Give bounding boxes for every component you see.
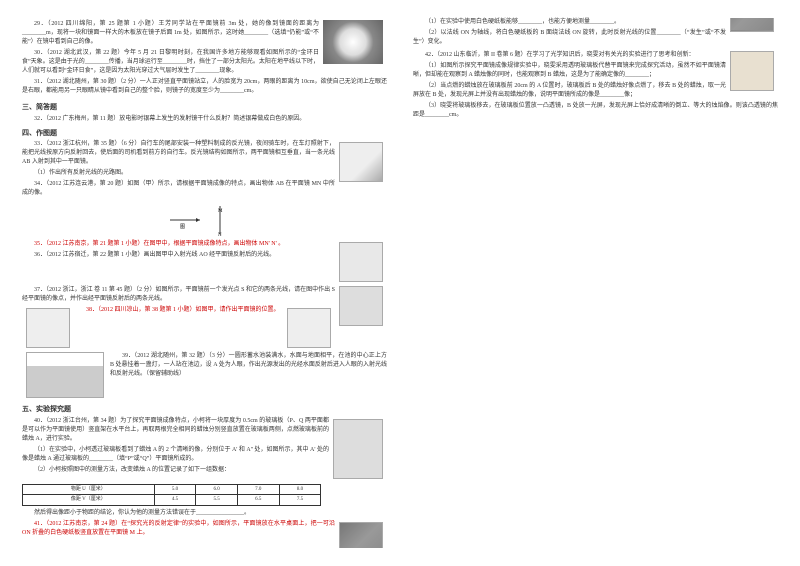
q42c-text: （3）晓雯将玻璃板移去，在玻璃板位置放一凸透镜，B 处放一光屏，发现光屏上恰好成… <box>413 102 778 120</box>
q35-text: 35．（2012 江苏南京，第 21 题第 1 小题）在图甲中，根据平面镜成像特… <box>22 240 387 249</box>
q31-text: 31．（2012 湖北随州，第 30 题）（2 分）一人正对竖直平面镜站立，人的… <box>22 78 387 96</box>
td-u4: 8.0 <box>279 484 321 495</box>
q35-red: 35．（2012 江苏南京，第 21 题第 1 小题）在图甲中，根据平面镜成像特… <box>34 241 284 247</box>
q40c-text: 然后得出像距小于物距的结论，你认为他的测量方法错误在于_____________… <box>22 509 387 518</box>
td-u3: 7.0 <box>237 484 279 495</box>
td-u1: 5.0 <box>154 484 196 495</box>
figure-q42 <box>730 51 774 91</box>
section-4-title: 四、作图题 <box>22 128 387 139</box>
q33a-text: （1）作出所有反射光线的光路图。 <box>22 169 387 178</box>
q38-text: 38．（2012 四川凉山，第 38 题第 1 小题）如图甲，请作出平面镜的位置… <box>22 306 387 315</box>
td-u2: 6.0 <box>196 484 238 495</box>
td-v3: 6.5 <box>237 495 279 506</box>
figure-solar-eclipse <box>323 20 383 64</box>
q33-text: 33．（2012 浙江杭州，第 35 题）（6 分）自行车的尾部安装一种塑料制成… <box>22 140 387 167</box>
svg-text:图: 图 <box>180 224 185 230</box>
q42-text: 42．（2012 山东临沂，第 II 卷第 6 题）在学习了光学知识后，晓雯对有… <box>413 51 778 60</box>
figure-mirror-mn: M N 图 <box>160 202 250 238</box>
svg-text:M: M <box>218 209 223 214</box>
q41-text: 41．（2012 江苏南京，第 24 题）在“探究光的反射定律”的实验中，如图所… <box>22 520 387 538</box>
section-3-title: 三、简答题 <box>22 102 387 113</box>
svg-text:N: N <box>218 233 222 238</box>
q42b-text: （2）当点燃的蜡烛放在玻璃板前 20cm 的 A 位置时，玻璃板后 B 处的蜡烛… <box>413 82 778 100</box>
q32-text: 32．（2012 广东梅州，第 11 题）放电影时银幕上发生的发射镜干什么反射？… <box>22 115 387 124</box>
q34-text: 34．（2012 江苏连云港，第 20 题）如图（甲）所示，请根据平面镜成像的特… <box>22 180 387 198</box>
data-table: 物距 U（厘米） 5.0 6.0 7.0 8.0 像距 V（厘米） 4.5 5.… <box>22 484 321 506</box>
q41a-text: （1）在实验中使用白色硬纸板能够________，也能方便地测量________… <box>413 18 778 27</box>
td-v4: 7.5 <box>279 495 321 506</box>
q41b-text: （2）以法线 ON 为轴线，将白色硬纸板的 B 面绕法线 ON 旋转，此时反射光… <box>413 29 778 47</box>
figure-q37 <box>339 286 383 326</box>
q36-text: 36．（2012 江苏宿迁，第 22 题第 1 小题）画出图甲中入射光线 AO … <box>22 251 387 260</box>
th-u: 物距 U（厘米） <box>23 484 155 495</box>
figure-q40 <box>333 419 383 479</box>
q37-text: 37．（2012 浙江，浙江 卷 11 第 45 题）（2 分）如图所示，平面镜… <box>22 286 387 304</box>
td-v2: 5.5 <box>196 495 238 506</box>
figure-q38b <box>287 308 331 348</box>
figure-q38a <box>26 308 70 348</box>
figure-reflector <box>339 142 383 182</box>
td-v1: 4.5 <box>154 495 196 506</box>
section-5-title: 五、实验探究题 <box>22 404 387 415</box>
q42a-text: （1）如图所示探究平面镜成像规律实验中，晓雯采用透明玻璃板代替平面镜来完成探究活… <box>413 62 778 80</box>
figure-q35 <box>339 242 383 282</box>
q38-red: 38．（2012 四川凉山，第 38 题第 1 小题）如图甲，请作出平面镜的位置… <box>86 307 280 313</box>
figure-pool <box>26 352 104 398</box>
q41-red: 41．（2012 江苏南京，第 24 题）在“探究光的反射定律”的实验中，如图所… <box>22 521 335 536</box>
th-v: 像距 V（厘米） <box>23 495 155 506</box>
